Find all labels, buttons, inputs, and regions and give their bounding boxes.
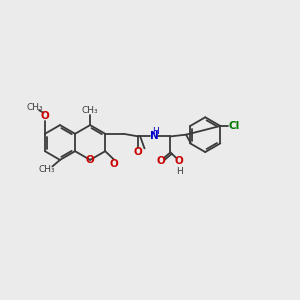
Text: H: H — [176, 167, 182, 176]
Text: O: O — [40, 111, 49, 122]
Text: O: O — [175, 157, 184, 166]
Text: Cl: Cl — [229, 121, 240, 131]
Text: O: O — [134, 147, 142, 158]
Text: CH₃: CH₃ — [82, 106, 98, 115]
Text: O: O — [86, 155, 94, 165]
Text: CH₃: CH₃ — [39, 165, 55, 174]
Text: N: N — [150, 131, 158, 141]
Text: O: O — [157, 157, 165, 166]
Text: CH₃: CH₃ — [26, 103, 43, 112]
Text: H: H — [152, 128, 159, 136]
Text: O: O — [110, 159, 118, 169]
